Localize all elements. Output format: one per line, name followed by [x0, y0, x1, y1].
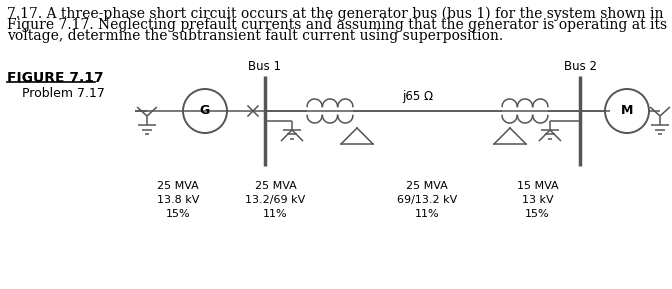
Text: Bus 1: Bus 1 — [249, 60, 282, 73]
Text: 15 MVA
13 kV
15%: 15 MVA 13 kV 15% — [517, 181, 558, 219]
Text: G: G — [200, 105, 210, 118]
Text: 25 MVA
69/13.2 kV
11%: 25 MVA 69/13.2 kV 11% — [396, 181, 457, 219]
Text: FIGURE 7.17: FIGURE 7.17 — [7, 71, 103, 85]
Text: M: M — [621, 105, 633, 118]
Text: 25 MVA
13.2/69 kV
11%: 25 MVA 13.2/69 kV 11% — [245, 181, 306, 219]
Text: j65 Ω: j65 Ω — [402, 90, 433, 103]
Text: Figure 7.17. Neglecting prefault currents and assuming that the generator is ope: Figure 7.17. Neglecting prefault current… — [7, 18, 672, 32]
Text: 7.17. A three-phase short circuit occurs at the generator bus (bus 1) for the sy: 7.17. A three-phase short circuit occurs… — [7, 7, 663, 21]
Text: voltage, determine the subtransient fault current using superposition.: voltage, determine the subtransient faul… — [7, 29, 503, 43]
Text: Bus 2: Bus 2 — [564, 60, 597, 73]
Text: Problem 7.17: Problem 7.17 — [22, 87, 105, 100]
Text: 25 MVA
13.8 kV
15%: 25 MVA 13.8 kV 15% — [157, 181, 200, 219]
